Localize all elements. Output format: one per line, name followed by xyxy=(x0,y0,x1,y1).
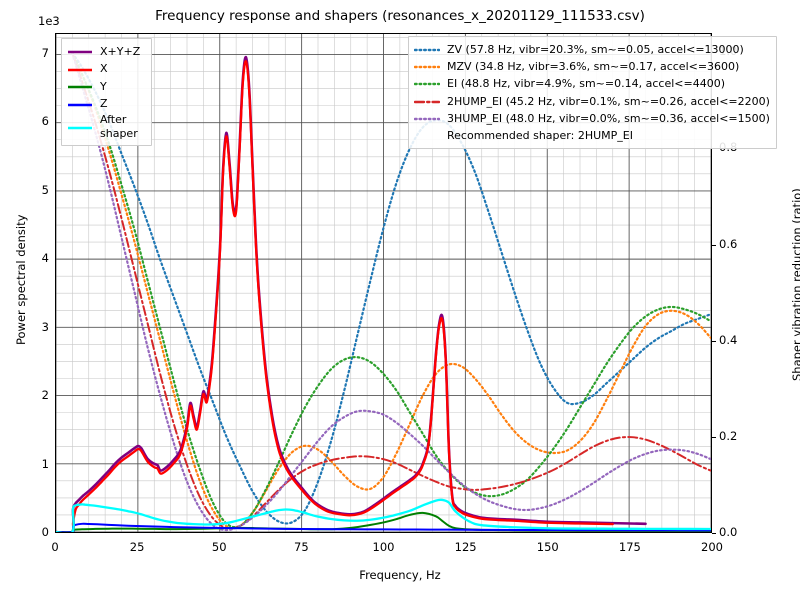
y-tick-label: 5 xyxy=(41,182,49,197)
shaper-legend: ZV (57.8 Hz, vibr=20.3%, sm~=0.05, accel… xyxy=(408,36,777,150)
y2-axis-label: Shaper vibration reduction (ratio) xyxy=(790,188,800,381)
y-tick-label: 1 xyxy=(41,456,49,471)
y-axis-label: Power spectral density xyxy=(14,214,28,345)
legend-item-label: 3HUMP_EI (48.0 Hz, vibr=0.0%, sm~=0.36, … xyxy=(447,111,770,125)
shaper-curve-mzv xyxy=(71,52,711,530)
psd-curve-x-y-z xyxy=(56,55,647,532)
legend-line-swatch-icon xyxy=(67,63,93,76)
shaper-curves xyxy=(71,52,711,532)
legend-line-swatch-icon xyxy=(67,45,93,58)
psd-curves xyxy=(56,55,711,532)
x-tick-label: 0 xyxy=(51,540,59,554)
y2-tick-mark xyxy=(712,340,716,342)
legend-item-label: MZV (34.8 Hz, vibr=3.6%, sm~=0.17, accel… xyxy=(447,60,740,74)
y2-tick-mark xyxy=(712,244,716,246)
legend-line-swatch-icon xyxy=(414,112,440,125)
chart-title: Frequency response and shapers (resonanc… xyxy=(155,8,645,24)
legend-item-after-shaper: After shaper xyxy=(67,113,145,141)
x-tick-label: 150 xyxy=(536,540,559,554)
x-tick-label: 200 xyxy=(701,540,723,554)
x-tick-label: 125 xyxy=(454,540,477,554)
shaper-curve-2hump_ei xyxy=(71,52,711,530)
legend-line-swatch-icon xyxy=(67,98,93,111)
legend-item-x: X xyxy=(67,61,145,79)
x-tick-label: 25 xyxy=(129,540,145,554)
legend-line-swatch-icon xyxy=(414,95,440,108)
x-axis-label: Frequency, Hz xyxy=(359,568,441,582)
legend-item-label: 2HUMP_EI (45.2 Hz, vibr=0.1%, sm~=0.26, … xyxy=(447,94,770,108)
y-tick-label: 6 xyxy=(41,114,49,129)
legend-item-label: After shaper xyxy=(100,113,138,140)
y-tick-label: 0 xyxy=(41,525,49,539)
y2-tick-label: 0.4 xyxy=(719,332,738,347)
legend-item-label: Y xyxy=(100,79,107,93)
legend-item-label: EI (48.8 Hz, vibr=4.9%, sm~=0.14, accel<… xyxy=(447,77,725,91)
psd-curve-x xyxy=(56,60,614,532)
y2-tick-label: 0.6 xyxy=(719,236,738,251)
plot-canvas xyxy=(56,34,711,532)
legend-item-3hump_ei: 3HUMP_EI (48.0 Hz, vibr=0.0%, sm~=0.36, … xyxy=(414,110,770,127)
legend-item-ei: EI (48.8 Hz, vibr=4.9%, sm~=0.14, accel<… xyxy=(414,75,770,92)
shaper-curve-zv xyxy=(71,52,711,525)
x-tick-label: 175 xyxy=(618,540,641,554)
psd-curve-z xyxy=(56,522,711,532)
psd-curve-after-shaper xyxy=(56,498,711,532)
recommended-shaper-note: Recommended shaper: 2HUMP_EI xyxy=(414,127,770,144)
x-tick-label: 75 xyxy=(294,540,309,554)
x-tick-label: 50 xyxy=(211,540,227,554)
y-tick-label: 4 xyxy=(41,251,49,266)
psd-legend: X+Y+Z X Y Z After shaper xyxy=(61,38,152,146)
y2-tick-mark xyxy=(712,533,716,534)
legend-item-label: ZV (57.8 Hz, vibr=20.3%, sm~=0.05, accel… xyxy=(447,43,744,57)
x-tick-label: 100 xyxy=(372,540,395,554)
legend-item-y: Y xyxy=(67,78,145,96)
legend-item-x-y-z: X+Y+Z xyxy=(67,43,145,61)
y2-tick-mark xyxy=(712,436,716,438)
legend-item-2hump_ei: 2HUMP_EI (45.2 Hz, vibr=0.1%, sm~=0.26, … xyxy=(414,93,770,110)
legend-item-label: X xyxy=(100,62,108,76)
y-tick-label: 3 xyxy=(41,319,49,334)
shaper-curve-3hump_ei xyxy=(71,52,711,532)
y-axis-offset-label: 1e3 xyxy=(38,14,60,28)
y-tick-label: 7 xyxy=(41,45,49,60)
legend-line-swatch-icon xyxy=(67,80,93,93)
y2-tick-label: 0.2 xyxy=(719,428,738,443)
legend-line-swatch-icon xyxy=(414,77,440,90)
legend-line-swatch-icon xyxy=(67,121,93,134)
legend-line-swatch-icon xyxy=(414,43,440,56)
legend-line-swatch-icon xyxy=(414,60,440,73)
legend-item-mzv: MZV (34.8 Hz, vibr=3.6%, sm~=0.17, accel… xyxy=(414,58,770,75)
legend-item-label: Z xyxy=(100,97,108,111)
recommended-shaper-text: Recommended shaper: 2HUMP_EI xyxy=(447,129,633,143)
legend-item-z: Z xyxy=(67,96,145,114)
legend-item-zv: ZV (57.8 Hz, vibr=20.3%, sm~=0.05, accel… xyxy=(414,41,770,58)
legend-item-label: X+Y+Z xyxy=(100,44,141,58)
y2-tick-label: 0.0 xyxy=(719,525,738,539)
y-tick-label: 2 xyxy=(41,388,49,402)
shaper-curve-ei xyxy=(71,52,711,529)
